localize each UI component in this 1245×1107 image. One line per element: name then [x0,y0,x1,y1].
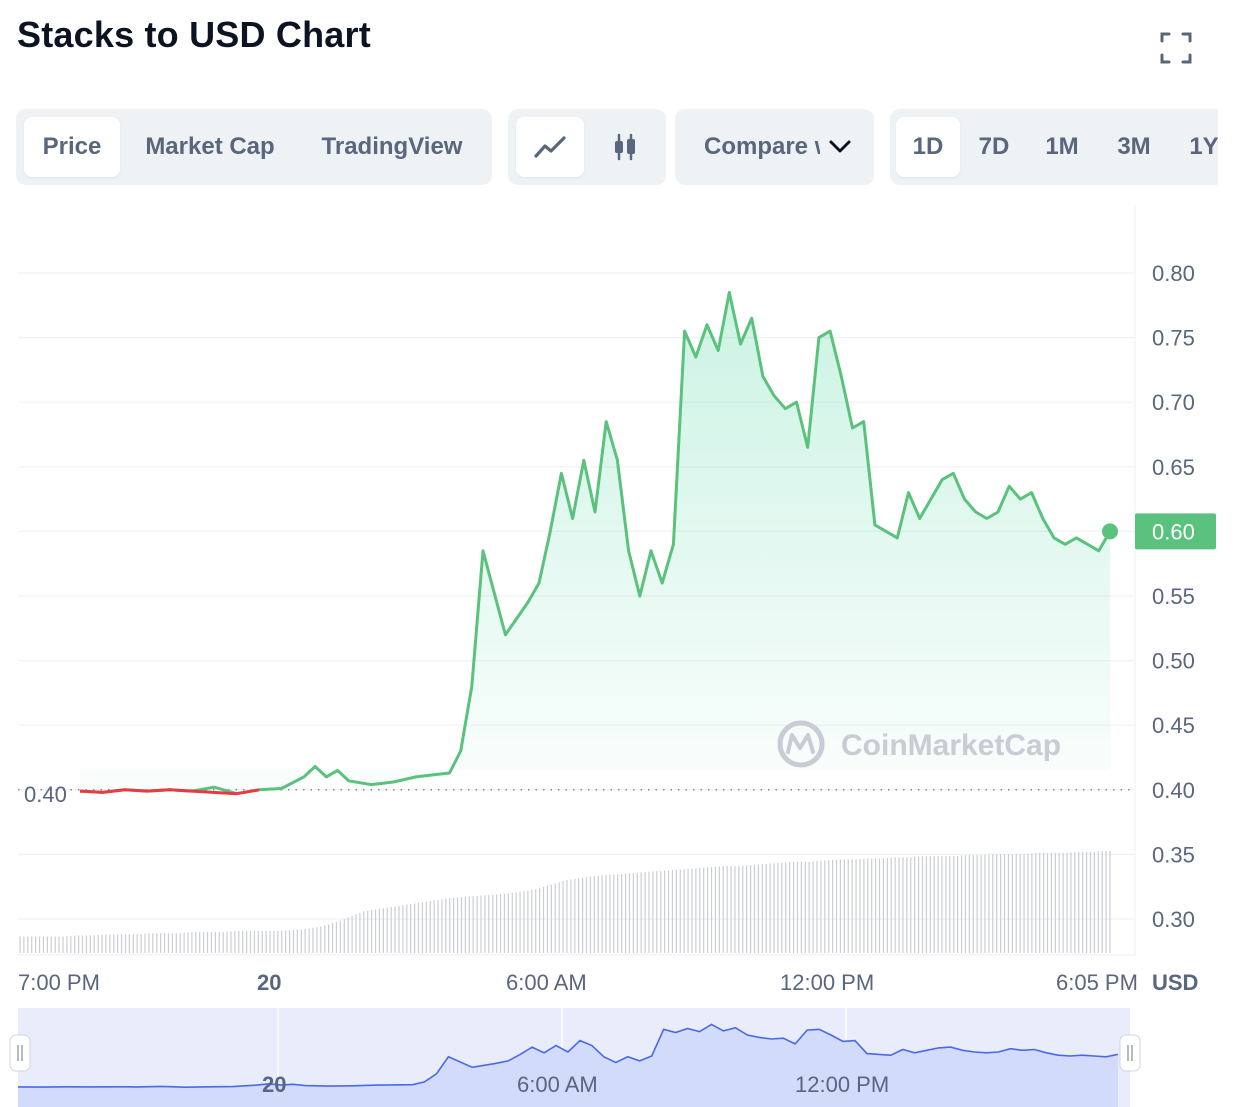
compare-dropdown[interactable]: Compare w [675,109,874,185]
tab-price[interactable]: Price [24,117,120,177]
candlestick-chart-button[interactable] [592,117,658,177]
y-tick-label: 0.30 [1152,907,1195,932]
y-tick-label: 0.75 [1152,326,1195,351]
range-1y[interactable]: 1Y [1189,133,1218,160]
y-axis: 0.80 0.75 0.70 0.65 0.55 0.50 0.45 0.40 0.35 0.30 [1152,261,1195,932]
y-tick-label: 0.65 [1152,455,1195,480]
navigator-tick-label: 12:00 PM [795,1072,889,1097]
fullscreen-icon[interactable] [1158,30,1194,66]
y-tick-label: 0.35 [1152,842,1195,867]
range-3m[interactable]: 3M [1117,133,1151,160]
line-chart-button[interactable] [516,117,584,177]
chevron-down-icon [829,140,851,153]
range-1d[interactable]: 1D [896,117,960,177]
reference-price-label: 0.40 [24,782,67,807]
x-tick-label: 6:00 AM [506,970,587,995]
x-tick-label: 12:00 PM [780,970,874,995]
x-tick-label: 6:05 PM [1056,970,1138,995]
navigator-left-handle[interactable] [9,1034,31,1072]
current-price-badge [1135,513,1216,550]
candlestick-icon [615,133,635,161]
navigator-area [18,1024,1118,1107]
range-navigator[interactable]: 20 6:00 AM 12:00 PM [9,1008,1141,1107]
y-tick-label: 0.40 [1152,778,1195,803]
x-axis: 7:00 PM 20 6:00 AM 12:00 PM 6:05 PM [18,970,1138,995]
chart-style-toggle [508,109,666,185]
range-7d[interactable]: 7D [978,133,1010,160]
last-price-dot [1102,523,1118,540]
chart-type-tabs: Price Market Cap TradingView [16,109,492,185]
range-1m[interactable]: 1M [1045,133,1079,160]
y-tick-label: 0.70 [1152,390,1195,415]
y-tick-label: 0.80 [1152,261,1195,286]
coinmarketcap-logo: CoinMarketCap [777,720,1061,768]
y-tick-label: 0.45 [1152,713,1195,738]
x-tick-label: 7:00 PM [18,970,100,995]
tab-market-cap[interactable]: Market Cap [145,133,275,160]
y-tick-label: 0.55 [1152,584,1195,609]
compare-text: Compare w [704,133,820,160]
current-price-label: 0.60 [1152,519,1195,544]
watermark-text: CoinMarketCap [841,729,1061,762]
price-chart[interactable]: 0.40 CoinMarketCap 0.800.750.700.650.550… [0,190,1245,1107]
price-area [80,292,1110,794]
time-range-tabs: 1D 7D 1M 3M 1Y [890,109,1218,185]
navigator-tick-label: 6:00 AM [517,1072,598,1097]
navigator-tick-label: 20 [262,1072,286,1097]
volume-bars [19,850,1111,953]
compare-label: Compare w [675,117,874,177]
line-chart-icon [534,136,566,158]
page-title: Stacks to USD Chart [17,14,371,55]
y-tick-label: 0.50 [1152,649,1195,674]
price-line [79,290,1112,796]
currency-label: USD [1152,970,1198,995]
price-line-down [79,788,260,796]
navigator-right-handle[interactable] [1119,1034,1141,1072]
tab-tradingview[interactable]: TradingView [321,133,463,160]
navigator-line [17,1023,1119,1089]
x-tick-label: 20 [257,970,281,995]
